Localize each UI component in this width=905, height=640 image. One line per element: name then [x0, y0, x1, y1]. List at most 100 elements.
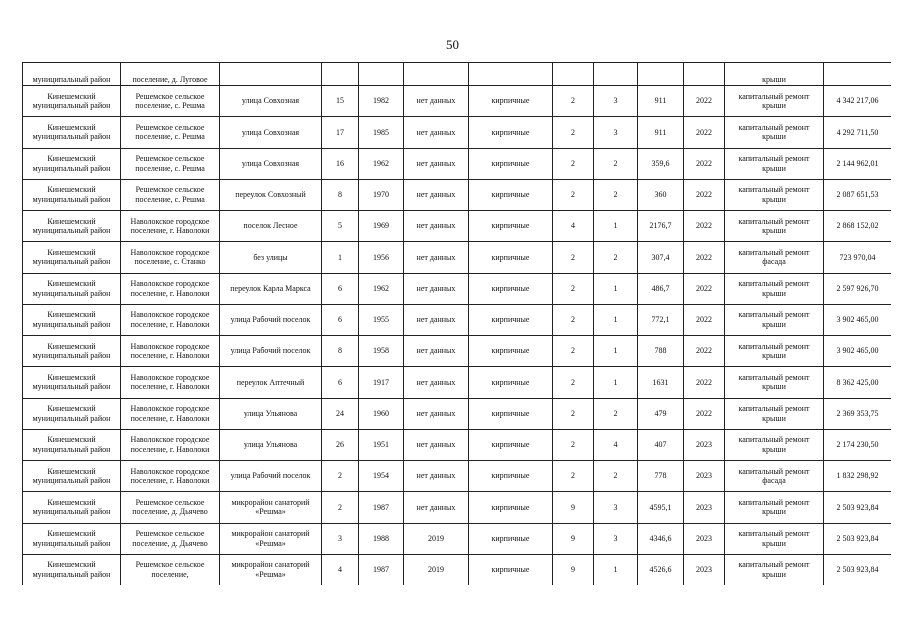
cell-last-repair-year: нет данных	[403, 116, 469, 149]
cell-street: переулок Совхозный	[219, 178, 322, 212]
cell-settlement: Наволокское городское поселение, с. Стан…	[120, 241, 220, 274]
cell-floors: 2	[552, 459, 594, 493]
cell-cost: 3 902 465,00	[823, 334, 891, 368]
cell-house-number: 3	[321, 522, 359, 555]
cell-settlement: Решемское сельское поселение, с. Решма	[120, 147, 220, 180]
cell-street: улица Совхозная	[219, 147, 322, 180]
cell-work-type: капитальный ремонт крыши	[724, 272, 824, 305]
cell-settlement: Решемское сельское поселение, с. Решма	[120, 178, 220, 212]
table-row: Кинешемский муниципальный район Решемское…	[22, 491, 891, 524]
cell-settlement: поселение, д. Луговое	[120, 62, 220, 86]
cell-area: 788	[637, 334, 684, 368]
cell-entrances: 2	[593, 459, 638, 493]
cell-last-repair-year: нет данных	[403, 366, 469, 399]
cell-area: 4595,1	[637, 491, 684, 524]
cell-year-built: 1988	[358, 522, 404, 555]
cell-year-built: 1951	[358, 428, 404, 462]
cell-street: без улицы	[219, 241, 322, 274]
cell-floors: 2	[552, 241, 594, 274]
cell-district: Кинешемский муниципальный район	[22, 366, 121, 399]
cell-district: муниципальный район	[22, 62, 121, 86]
cell-district: Кинешемский муниципальный район	[22, 397, 121, 430]
table-row: Кинешемский муниципальный район Решемское…	[22, 178, 891, 212]
cell-house-number: 15	[321, 84, 359, 118]
cell-floors: 2	[552, 147, 594, 180]
cell-street: улица Рабочий поселок	[219, 334, 322, 368]
cell-wall-material: кирпичные	[468, 84, 553, 118]
cell-cost: 2 503 923,84	[823, 522, 891, 555]
cell-settlement: Решемское сельское поселение, с. Решма	[120, 84, 220, 118]
cell-cost: 2 597 926,70	[823, 272, 891, 305]
cell-work-type: крыши	[724, 62, 824, 86]
cell-district: Кинешемский муниципальный район	[22, 553, 121, 585]
cell-house-number: 26	[321, 428, 359, 462]
cell-last-repair-year: нет данных	[403, 397, 469, 430]
cell-settlement: Наволокское городское поселение, г. Наво…	[120, 366, 220, 399]
cell-work-type: капитальный ремонт крыши	[724, 178, 824, 212]
cell-plan-year: 2022	[683, 209, 725, 243]
cell-district: Кинешемский муниципальный район	[22, 147, 121, 180]
cell-house-number: 16	[321, 147, 359, 180]
cell-wall-material: кирпичные	[468, 116, 553, 149]
cell-year-built: 1982	[358, 84, 404, 118]
cell-settlement: Решемское сельское поселение, с. Решма	[120, 116, 220, 149]
cell-plan-year: 2022	[683, 116, 725, 149]
cell-year-built: 1985	[358, 116, 404, 149]
cell-floors: 2	[552, 272, 594, 305]
cell-year-built: 1958	[358, 334, 404, 368]
cell-area: 778	[637, 459, 684, 493]
cell-cost: 4 342 217,06	[823, 84, 891, 118]
cell-floors: 2	[552, 366, 594, 399]
cell-street: улица Совхозная	[219, 84, 322, 118]
cell-work-type: капитальный ремонт крыши	[724, 334, 824, 368]
cell-street: улица Рабочий поселок	[219, 303, 322, 337]
cell-work-type: капитальный ремонт крыши	[724, 553, 824, 585]
cell-area: 911	[637, 116, 684, 149]
cell-street: улица Ульянова	[219, 428, 322, 462]
cell-entrances: 2	[593, 178, 638, 212]
page-number: 50	[446, 37, 459, 52]
table-row: Кинешемский муниципальный район Наволокск…	[22, 209, 891, 243]
cell-last-repair-year: нет данных	[403, 428, 469, 462]
cell-year-built: 1987	[358, 491, 404, 524]
cell-wall-material: кирпичные	[468, 147, 553, 180]
cell-floors: 9	[552, 491, 594, 524]
cell-floors: 2	[552, 397, 594, 430]
table-row: Кинешемский муниципальный район Решемское…	[22, 553, 891, 585]
cell-entrances: 1	[593, 209, 638, 243]
cell-floors: 2	[552, 303, 594, 337]
cell-plan-year: 2022	[683, 334, 725, 368]
cell-house-number: 8	[321, 178, 359, 212]
cell-house-number: 6	[321, 303, 359, 337]
cell-plan-year: 2022	[683, 272, 725, 305]
cell-year-built: 1954	[358, 459, 404, 493]
cell-year-built: 1969	[358, 209, 404, 243]
cell-plan-year: 2023	[683, 491, 725, 524]
cell-plan-year	[683, 62, 725, 86]
cell-street: микрорайон санаторий «Решма»	[219, 491, 322, 524]
cell-area: 360	[637, 178, 684, 212]
cell-district: Кинешемский муниципальный район	[22, 522, 121, 555]
cell-area: 479	[637, 397, 684, 430]
cell-settlement: Наволокское городское поселение, г. Наво…	[120, 272, 220, 305]
cell-plan-year: 2022	[683, 241, 725, 274]
cell-entrances: 3	[593, 116, 638, 149]
cell-entrances: 1	[593, 303, 638, 337]
table-row: Кинешемский муниципальный район Наволокск…	[22, 334, 891, 368]
cell-settlement: Наволокское городское поселение, г. Наво…	[120, 428, 220, 462]
cell-plan-year: 2023	[683, 522, 725, 555]
cell-cost: 2 868 152,02	[823, 209, 891, 243]
cell-cost: 3 902 465,00	[823, 303, 891, 337]
cell-last-repair-year: нет данных	[403, 84, 469, 118]
cell-settlement: Наволокское городское поселение, г. Наво…	[120, 334, 220, 368]
table-container: муниципальный район поселение, д. Луговое…	[22, 62, 891, 585]
cell-area: 772,1	[637, 303, 684, 337]
cell-district: Кинешемский муниципальный район	[22, 84, 121, 118]
cell-entrances: 1	[593, 272, 638, 305]
cell-wall-material: кирпичные	[468, 366, 553, 399]
table-row: Кинешемский муниципальный район Наволокск…	[22, 397, 891, 430]
cell-settlement: Решемское сельское поселение,	[120, 553, 220, 585]
cell-district: Кинешемский муниципальный район	[22, 116, 121, 149]
cell-house-number: 4	[321, 553, 359, 585]
cell-entrances: 3	[593, 491, 638, 524]
